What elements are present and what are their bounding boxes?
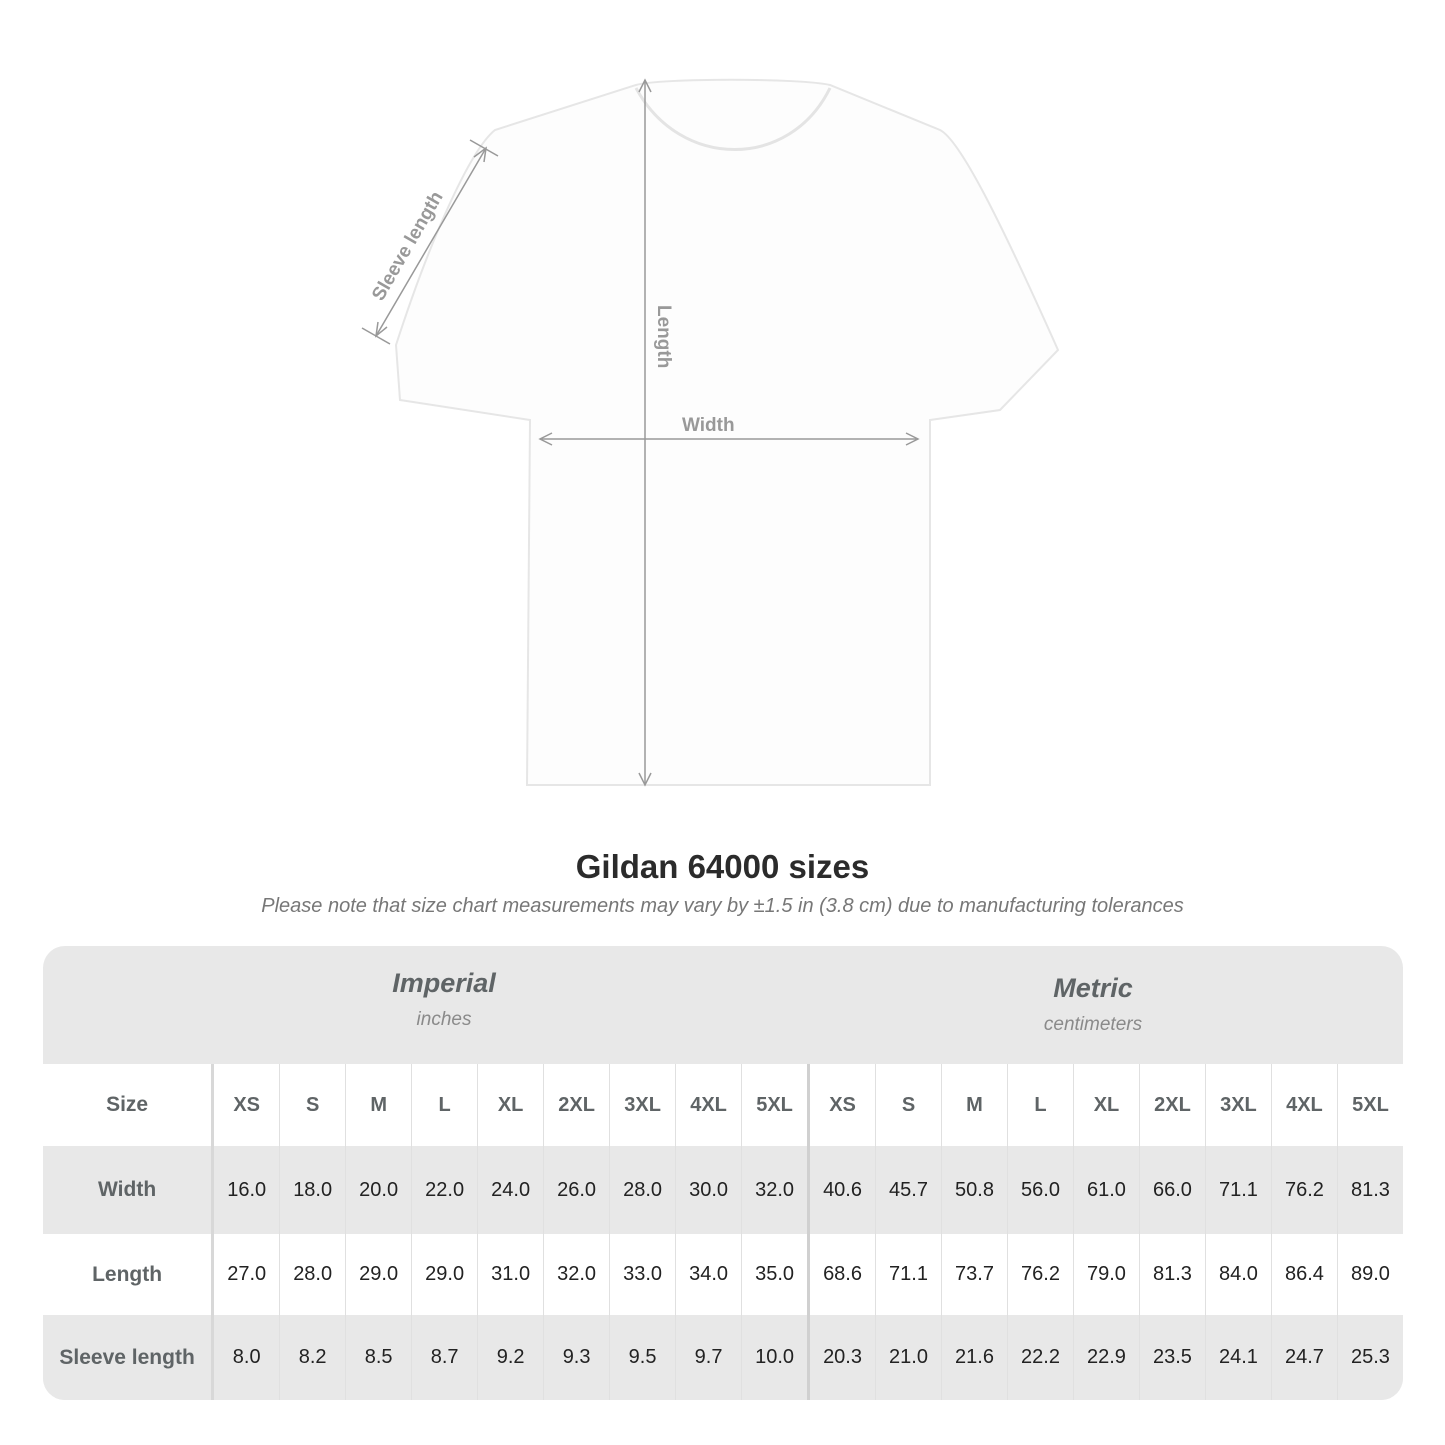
metric-value: 89.0	[1336, 1234, 1403, 1315]
metric-value: 56.0	[1007, 1146, 1074, 1234]
imperial-size-header: 5XL	[741, 1064, 809, 1146]
imperial-value: 8.7	[411, 1315, 478, 1400]
metric-value: 86.4	[1270, 1234, 1338, 1315]
metric-value: 73.7	[941, 1234, 1008, 1315]
measure-arrows	[361, 78, 920, 787]
imperial-value: 24.0	[477, 1146, 544, 1234]
page-title: Gildan 64000 sizes	[575, 848, 870, 885]
metric-size-header: 4XL	[1270, 1064, 1338, 1146]
metric-value: 24.7	[1270, 1315, 1338, 1400]
length-label: Length	[653, 305, 674, 368]
metric-value: 22.9	[1072, 1315, 1140, 1400]
imperial-value: 27.0	[212, 1234, 280, 1315]
size-row-label: Size	[43, 1064, 215, 1146]
imperial-value: 8.5	[345, 1315, 412, 1400]
imperial-unit: inches	[416, 1009, 472, 1030]
metric-value: 76.2	[1270, 1146, 1338, 1234]
row-label: Sleeve length	[43, 1315, 215, 1400]
imperial-value: 8.0	[212, 1315, 280, 1400]
table-row: Length 27.0 28.0 29.0 29.0 31.0 32.0 33.0 34.0 35…	[43, 1234, 1403, 1315]
metric-size-header: XL	[1072, 1064, 1140, 1146]
imperial-value: 32.0	[741, 1146, 809, 1234]
metric-size-header: M	[941, 1064, 1008, 1146]
imperial-value: 22.0	[411, 1146, 478, 1234]
imperial-value: 20.0	[345, 1146, 412, 1234]
imperial-value: 16.0	[212, 1146, 280, 1234]
imperial-size-header: 2XL	[543, 1064, 610, 1146]
imperial-value: 29.0	[345, 1234, 412, 1315]
metric-value: 71.1	[1204, 1146, 1272, 1234]
imperial-value: 32.0	[543, 1234, 610, 1315]
metric-value: 21.0	[875, 1315, 942, 1400]
imperial-value: 9.7	[675, 1315, 742, 1400]
imperial-title: Imperial	[392, 968, 496, 998]
imperial-size-header: L	[411, 1064, 478, 1146]
metric-value: 68.6	[807, 1234, 876, 1315]
metric-size-header: 2XL	[1138, 1064, 1206, 1146]
metric-value: 50.8	[941, 1146, 1008, 1234]
imperial-value: 8.2	[279, 1315, 346, 1400]
metric-unit: centimeters	[1043, 1014, 1143, 1035]
imperial-size-header: XL	[477, 1064, 544, 1146]
metric-value: 25.3	[1336, 1315, 1403, 1400]
metric-value: 81.3	[1336, 1146, 1403, 1234]
imperial-value: 26.0	[543, 1146, 610, 1234]
metric-size-header: S	[875, 1064, 942, 1146]
tolerance-note: Please note that size chart measurements…	[261, 895, 1184, 917]
metric-value: 76.2	[1007, 1234, 1074, 1315]
metric-value: 21.6	[941, 1315, 1008, 1400]
metric-value: 23.5	[1138, 1315, 1206, 1400]
imperial-size-header: 3XL	[609, 1064, 676, 1146]
metric-title: Metric	[1053, 973, 1133, 1003]
size-header-row: Size XS S M L XL 2XL 3XL 4XL 5XL XS S M L XL 2XL 3XL 4XL 5…	[43, 1064, 1403, 1146]
row-label: Length	[43, 1234, 215, 1315]
row-label: Width	[43, 1146, 215, 1234]
tshirt-shape	[394, 78, 1060, 786]
metric-value: 84.0	[1204, 1234, 1272, 1315]
table-row: Width 16.0 18.0 20.0 22.0 24.0 26.0 28.0 30.0 32.…	[43, 1146, 1403, 1234]
metric-value: 24.1	[1204, 1315, 1272, 1400]
metric-size-header: 5XL	[1336, 1064, 1403, 1146]
metric-value: 40.6	[807, 1146, 876, 1234]
metric-value: 22.2	[1007, 1315, 1074, 1400]
imperial-value: 35.0	[741, 1234, 809, 1315]
imperial-value: 10.0	[741, 1315, 809, 1400]
imperial-value: 28.0	[279, 1234, 346, 1315]
size-chart: Imperial inches Metric centimeters Size X…	[43, 946, 1403, 1400]
imperial-value: 9.2	[477, 1315, 544, 1400]
metric-size-header: XS	[807, 1064, 876, 1146]
imperial-value: 31.0	[477, 1234, 544, 1315]
metric-value: 61.0	[1072, 1146, 1140, 1234]
imperial-header: Imperial inches	[244, 968, 644, 1031]
tshirt-diagram: Width Length Sleeve length	[361, 78, 1060, 787]
imperial-size-header: M	[345, 1064, 412, 1146]
metric-size-header: 3XL	[1204, 1064, 1272, 1146]
table-row: Sleeve length 8.0 8.2 8.5 8.7 9.2 9.3 9.5 9.7 10.…	[43, 1315, 1403, 1400]
imperial-value: 29.0	[411, 1234, 478, 1315]
imperial-value: 9.5	[609, 1315, 676, 1400]
imperial-size-header: XS	[212, 1064, 280, 1146]
imperial-value: 28.0	[609, 1146, 676, 1234]
imperial-value: 33.0	[609, 1234, 676, 1315]
size-table: Size XS S M L XL 2XL 3XL 4XL 5XL XS S M L XL 2XL 3XL 4XL 5…	[43, 1064, 1403, 1400]
collar	[634, 87, 832, 151]
width-label: Width	[682, 415, 735, 436]
metric-value: 71.1	[875, 1234, 942, 1315]
metric-value: 45.7	[875, 1146, 942, 1234]
imperial-size-header: 4XL	[675, 1064, 742, 1146]
metric-value: 81.3	[1138, 1234, 1206, 1315]
metric-header: Metric centimeters	[893, 973, 1293, 1036]
metric-value: 79.0	[1072, 1234, 1140, 1315]
imperial-value: 18.0	[279, 1146, 346, 1234]
metric-size-header: L	[1007, 1064, 1074, 1146]
metric-value: 66.0	[1138, 1146, 1206, 1234]
imperial-value: 9.3	[543, 1315, 610, 1400]
imperial-size-header: S	[279, 1064, 346, 1146]
metric-value: 20.3	[807, 1315, 876, 1400]
imperial-value: 34.0	[675, 1234, 742, 1315]
imperial-value: 30.0	[675, 1146, 742, 1234]
